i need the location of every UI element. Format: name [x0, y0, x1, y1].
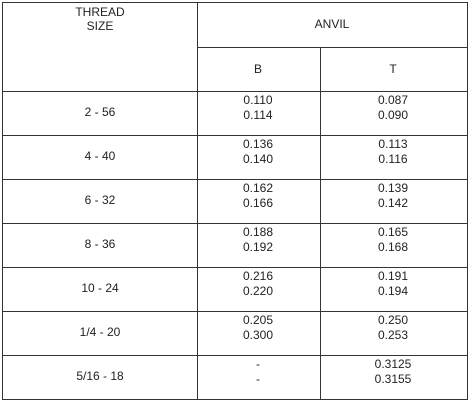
thread-size: 1/4 - 20 — [80, 325, 121, 339]
thread-size: 8 - 36 — [85, 237, 116, 251]
anvil-b-value: - — [256, 357, 260, 371]
anvil-t-value: 0.250 — [378, 313, 408, 327]
anvil-t-value: 0.194 — [378, 284, 408, 298]
thread-size: 4 - 40 — [85, 149, 116, 163]
anvil-b-value: 0.220 — [243, 284, 273, 298]
anvil-b-value: - — [256, 372, 260, 386]
anvil-b-value: 0.300 — [243, 328, 273, 342]
header-t: T — [389, 62, 397, 76]
anvil-t-value: 0.168 — [378, 240, 408, 254]
anvil-b-value: 0.166 — [243, 196, 273, 210]
thread-size: 10 - 24 — [81, 281, 119, 295]
thread-size: 5/16 - 18 — [76, 369, 124, 383]
anvil-t-value: 0.3125 — [375, 357, 412, 371]
anvil-b-value: 0.205 — [243, 313, 273, 327]
anvil-b-value: 0.188 — [243, 225, 273, 239]
anvil-t-value: 0.142 — [378, 196, 408, 210]
header-b: B — [254, 62, 262, 76]
anvil-t-value: 0.116 — [378, 152, 407, 166]
thread-size: 2 - 56 — [85, 105, 116, 119]
anvil-t-value: 0.165 — [378, 225, 408, 239]
anvil-t-value: 0.087 — [378, 93, 408, 107]
anvil-b-value: 0.114 — [243, 108, 272, 122]
thread-size: 6 - 32 — [85, 193, 116, 207]
anvil-t-value: 0.191 — [378, 269, 408, 283]
anvil-t-value: 0.3155 — [375, 372, 412, 386]
anvil-b-value: 0.110 — [243, 93, 272, 107]
anvil-t-value: 0.139 — [378, 181, 408, 195]
anvil-b-value: 0.216 — [243, 269, 273, 283]
header-anvil: ANVIL — [315, 17, 350, 31]
anvil-t-value: 0.253 — [378, 328, 408, 342]
anvil-b-value: 0.192 — [243, 240, 273, 254]
anvil-b-value: 0.140 — [243, 152, 273, 166]
anvil-t-value: 0.113 — [378, 137, 407, 151]
header-thread-size: THREAD — [75, 5, 125, 19]
anvil-t-value: 0.090 — [378, 108, 408, 122]
header-thread-size: SIZE — [87, 19, 114, 33]
anvil-b-value: 0.162 — [243, 181, 273, 195]
anvil-b-value: 0.136 — [243, 137, 273, 151]
